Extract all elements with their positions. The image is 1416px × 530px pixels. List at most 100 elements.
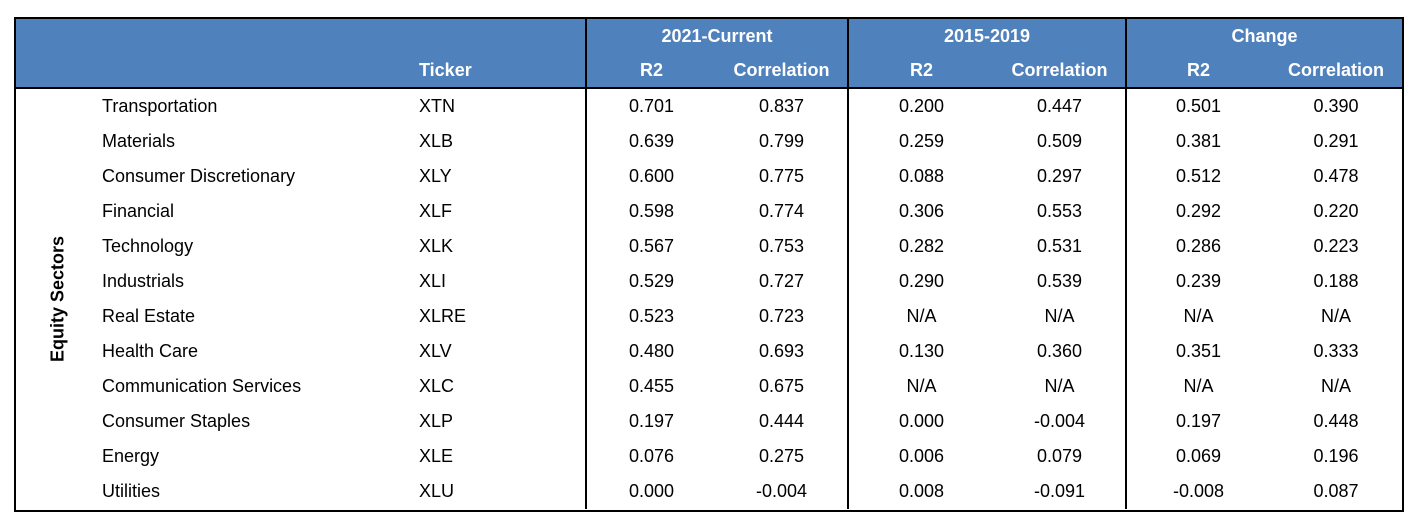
correlation-2021-cell: 0.774 <box>758 201 805 221</box>
ticker-cell: XLK <box>419 236 454 256</box>
r2-header-change: R2 <box>1125 53 1271 89</box>
correlation-2015-cell: 0.531 <box>1036 236 1083 256</box>
r2-change-cell: 0.197 <box>1125 404 1271 439</box>
table-row: Materials XLB 0.639 0.799 0.259 0.509 0.381 0.2… <box>16 124 1402 159</box>
r2-change-cell: 0.512 <box>1125 159 1271 194</box>
r2-2015-cell: 0.006 <box>847 439 995 474</box>
header-group-row: 2021-Current 2015-2019 Change <box>16 19 1403 53</box>
r2-change-cell: 0.501 <box>1125 88 1271 124</box>
r2-2015-cell: 0.282 <box>847 229 995 264</box>
correlation-change-cell: 0.220 <box>1313 201 1359 221</box>
table-row: Energy XLE 0.076 0.275 0.006 0.079 0.069 0.196 <box>16 439 1402 474</box>
ticker-cell: XTN <box>419 96 455 116</box>
correlation-change-cell: 0.291 <box>1313 131 1359 151</box>
table-row: Communication Services XLC 0.455 0.675 N/A N/… <box>16 369 1402 404</box>
sector-name: Financial <box>102 201 175 221</box>
correlation-2021-cell: 0.775 <box>758 166 805 186</box>
sector-name: Utilities <box>102 481 161 501</box>
r2-2021-cell: 0.600 <box>585 159 716 194</box>
correlation-2021-cell: 0.799 <box>758 131 805 151</box>
correlation-2015-cell: 0.553 <box>1036 201 1083 221</box>
table-row: Consumer Discretionary XLY 0.600 0.775 0.088… <box>16 159 1402 194</box>
sector-name: Industrials <box>102 271 185 291</box>
r2-2015-cell: N/A <box>847 299 995 334</box>
r2-2021-cell: 0.455 <box>585 369 716 404</box>
r2-change-cell: 0.351 <box>1125 334 1271 369</box>
correlation-2021-cell: 0.723 <box>758 306 805 326</box>
correlation-header-2021: Correlation <box>716 53 849 89</box>
group-header-2015-2019: 2015-2019 <box>847 19 1127 53</box>
correlation-header-2015: Correlation <box>994 53 1127 89</box>
correlation-change-cell: 0.087 <box>1313 481 1359 501</box>
ticker-cell: XLC <box>419 376 455 396</box>
sector-name: Consumer Discretionary <box>102 166 296 186</box>
ticker-cell: XLE <box>419 446 454 466</box>
r2-2015-cell: 0.088 <box>847 159 995 194</box>
correlation-change-cell: 0.478 <box>1313 166 1359 186</box>
ticker-header: Ticker <box>404 53 586 89</box>
sector-name: Technology <box>102 236 194 256</box>
correlation-change-cell: N/A <box>1321 376 1352 396</box>
sector-name: Consumer Staples <box>102 411 251 431</box>
r2-2021-cell: 0.197 <box>585 404 716 439</box>
r2-2015-cell: N/A <box>847 369 995 404</box>
correlation-table-sheet: 2021-Current 2015-2019 Change Ticker R2 … <box>14 17 1404 512</box>
r2-header-2015: R2 <box>847 53 995 89</box>
table-row: Financial XLF 0.598 0.774 0.306 0.553 0.292 0.2… <box>16 194 1402 229</box>
ticker-cell: XLI <box>419 271 447 291</box>
correlation-2015-cell: 0.447 <box>1036 96 1083 116</box>
r2-change-cell: 0.239 <box>1125 264 1271 299</box>
correlation-change-cell: 0.188 <box>1313 271 1359 291</box>
equity-sectors-label: Equity Sectors <box>47 235 68 363</box>
correlation-table: 2021-Current 2015-2019 Change Ticker R2 … <box>16 19 1403 509</box>
side-label-cell: Equity Sectors <box>16 88 100 509</box>
table-row: Equity Sectors Transportation XTN 0.701 0.83… <box>16 88 1402 362</box>
ticker-cell: XLP <box>419 411 454 431</box>
ticker-cell: XLU <box>419 481 455 501</box>
r2-2021-cell: 0.480 <box>585 334 716 369</box>
sector-name: Energy <box>102 446 160 466</box>
r2-change-cell: N/A <box>1125 369 1271 404</box>
ticker-cell: XLY <box>419 166 452 186</box>
r2-2015-cell: 0.008 <box>847 474 995 509</box>
table-row: Real Estate XLRE 0.523 0.723 N/A N/A N/A N/A <box>16 299 1402 334</box>
correlation-change-cell: N/A <box>1321 306 1352 326</box>
correlation-header-change: Correlation <box>1270 53 1403 89</box>
correlation-2021-cell: -0.004 <box>755 481 808 501</box>
correlation-2015-cell: 0.297 <box>1036 166 1083 186</box>
r2-2015-cell: 0.000 <box>847 404 995 439</box>
r2-2021-cell: 0.567 <box>585 229 716 264</box>
correlation-2015-cell: -0.004 <box>1033 411 1086 431</box>
correlation-change-cell: 0.333 <box>1313 341 1359 361</box>
sector-name: Materials <box>102 131 176 151</box>
r2-header-2021: R2 <box>585 53 716 89</box>
r2-2015-cell: 0.200 <box>847 88 995 124</box>
ticker-cell: XLV <box>419 341 452 361</box>
correlation-2021-cell: 0.727 <box>758 271 805 291</box>
correlation-2015-cell: -0.091 <box>1033 481 1086 501</box>
header-blank <box>16 19 100 53</box>
r2-change-cell: 0.286 <box>1125 229 1271 264</box>
correlation-2021-cell: 0.837 <box>758 96 805 116</box>
r2-change-cell: -0.008 <box>1125 474 1271 509</box>
table-row: Health Care XLV 0.480 0.693 0.130 0.360 0.351 0… <box>16 334 1402 369</box>
r2-2021-cell: 0.529 <box>585 264 716 299</box>
correlation-2021-cell: 0.753 <box>758 236 805 256</box>
sector-name: Communication Services <box>102 376 302 396</box>
group-header-change: Change <box>1125 19 1403 53</box>
r2-2015-cell: 0.130 <box>847 334 995 369</box>
correlation-change-cell: 0.196 <box>1313 446 1359 466</box>
r2-change-cell: 0.069 <box>1125 439 1271 474</box>
group-header-2021-current: 2021-Current <box>584 19 849 53</box>
correlation-2021-cell: 0.444 <box>758 411 805 431</box>
header-blank <box>16 53 100 89</box>
header-blank <box>100 53 404 89</box>
header-blank <box>100 19 404 53</box>
correlation-2015-cell: 0.360 <box>1036 341 1083 361</box>
sector-name: Health Care <box>102 341 199 361</box>
r2-2021-cell: 0.701 <box>585 88 716 124</box>
header-blank <box>404 19 586 53</box>
r2-2015-cell: 0.306 <box>847 194 995 229</box>
r2-2015-cell: 0.290 <box>847 264 995 299</box>
ticker-cell: XLRE <box>419 306 467 326</box>
